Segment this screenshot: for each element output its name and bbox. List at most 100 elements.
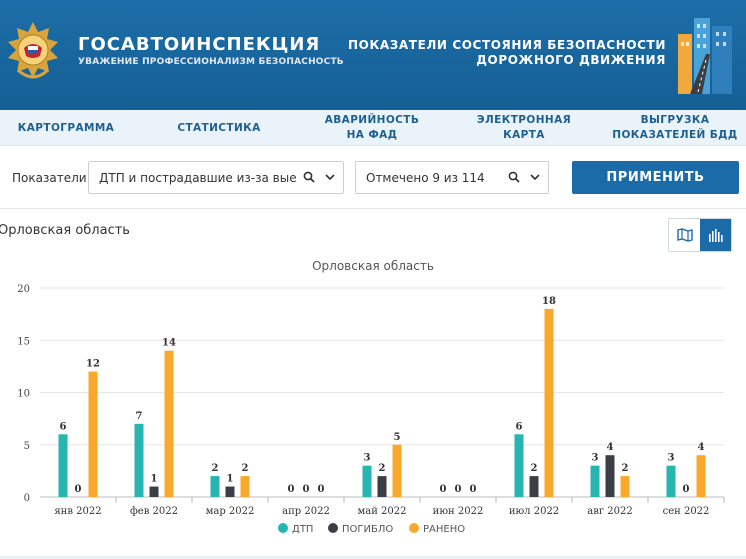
map-icon	[676, 228, 693, 242]
data-label: 1	[151, 474, 158, 485]
x-tick-label: июл 2022	[509, 506, 559, 517]
legend-label: РАНЕНО	[423, 524, 465, 535]
x-tick-label: янв 2022	[54, 506, 101, 517]
data-label: 0	[303, 484, 310, 495]
header-right-title: ПОКАЗАТЕЛИ СОСТОЯНИЯ БЕЗОПАСНОСТИ ДОРОЖН…	[348, 38, 666, 68]
bar-0	[58, 434, 68, 497]
legend-marker	[328, 523, 338, 533]
data-label: 1	[227, 474, 234, 485]
data-label: 0	[288, 484, 295, 495]
nav-electronic-map[interactable]: ЭЛЕКТРОННАЯ КАРТА	[456, 110, 592, 146]
x-tick-label: фев 2022	[130, 506, 178, 517]
marked-select[interactable]: Отмечено 9 из 114	[355, 161, 549, 194]
x-tick-label: апр 2022	[282, 506, 330, 517]
x-tick-label: мар 2022	[206, 506, 255, 517]
bar-1	[377, 476, 387, 497]
data-label: 0	[440, 484, 447, 495]
bar-2	[696, 455, 706, 497]
bar-2	[164, 350, 174, 497]
data-label: 4	[698, 442, 705, 453]
bar-0	[590, 465, 600, 497]
bar-1	[225, 486, 235, 497]
header-right-line-2: ДОРОЖНОГО ДВИЖЕНИЯ	[476, 53, 666, 67]
chart-view-button[interactable]	[700, 219, 731, 251]
data-label: 0	[683, 484, 690, 495]
data-label: 0	[455, 484, 462, 495]
apply-button[interactable]: ПРИМЕНИТЬ	[572, 161, 739, 194]
header: ГОСАВТОИНСПЕКЦИЯ УВАЖЕНИЕ ПРОФЕССИОНАЛИЗ…	[0, 0, 746, 110]
chart-title: Орловская область	[312, 259, 434, 273]
bar-2	[88, 371, 98, 497]
nav-avariynost-line-1: АВАРИЙНОСТЬ	[324, 114, 420, 126]
legend-marker	[278, 523, 288, 533]
x-tick-label: авг 2022	[587, 506, 632, 517]
map-view-button[interactable]	[669, 219, 700, 251]
chevron-down-icon	[530, 174, 540, 181]
nav-electronic-map-line-1: ЭЛЕКТРОННАЯ	[476, 114, 572, 126]
y-tick-label: 15	[17, 336, 30, 347]
nav-export-line-1: ВЫГРУЗКА	[640, 114, 710, 126]
indicator-select[interactable]: ДТП и пострадавшие из-за выезд...	[88, 161, 344, 194]
nav-kartogramma-label: КАРТОГРАММА	[17, 121, 115, 134]
bar-0	[210, 476, 220, 497]
header-right-line-1: ПОКАЗАТЕЛИ СОСТОЯНИЯ БЕЗОПАСНОСТИ	[348, 38, 666, 52]
nav-export[interactable]: ВЫГРУЗКА ПОКАЗАТЕЛЕЙ БДД	[604, 110, 746, 146]
marked-select-value: Отмечено 9 из 114	[366, 171, 485, 185]
bar-2	[620, 476, 630, 497]
y-tick-label: 20	[17, 284, 30, 295]
legend-label: ПОГИБЛО	[342, 524, 393, 535]
x-tick-label: сен 2022	[663, 506, 710, 517]
chevron-down-icon	[325, 174, 335, 181]
data-label: 6	[60, 421, 67, 432]
data-label: 4	[607, 442, 614, 453]
indicators-label: Показатели	[12, 171, 87, 185]
legend-marker	[409, 523, 419, 533]
bar-0	[666, 465, 676, 497]
y-tick-label: 5	[24, 441, 30, 452]
x-tick-label: май 2022	[357, 506, 406, 517]
data-label: 6	[516, 421, 523, 432]
filter-bar: Показатели ДТП и пострадавшие из-за выез…	[0, 147, 746, 209]
nav-kartogramma[interactable]: КАРТОГРАММА	[0, 110, 132, 146]
data-label: 0	[75, 484, 82, 495]
nav-export-line-2: ПОКАЗАТЕЛЕЙ БДД	[612, 129, 738, 141]
bar-0	[514, 434, 524, 497]
buildings-icon	[678, 18, 732, 94]
legend-label: ДТП	[292, 524, 313, 535]
data-label: 3	[668, 453, 675, 464]
bar-chart-icon	[708, 229, 723, 242]
nav-statistika[interactable]: СТАТИСТИКА	[150, 110, 288, 146]
x-tick-label: июн 2022	[433, 506, 484, 517]
gibdd-emblem-icon	[8, 22, 58, 79]
brand-title: ГОСАВТОИНСПЕКЦИЯ	[78, 34, 321, 55]
data-label: 5	[394, 432, 401, 443]
search-icon	[508, 171, 520, 183]
main-nav: КАРТОГРАММА СТАТИСТИКА АВАРИЙНОСТЬ НА ФА…	[0, 110, 746, 146]
brand-subtitle: УВАЖЕНИЕ ПРОФЕССИОНАЛИЗМ БЕЗОПАСНОСТЬ	[78, 57, 344, 67]
data-label: 14	[162, 338, 176, 349]
bottom-divider	[0, 556, 746, 559]
bar-0	[362, 465, 372, 497]
data-label: 7	[136, 411, 143, 422]
indicator-select-value: ДТП и пострадавшие из-за выезд...	[99, 171, 297, 185]
region-label: Орловская область	[0, 223, 130, 238]
bar-2	[240, 476, 250, 497]
y-tick-label: 0	[24, 493, 30, 504]
bar-0	[134, 423, 144, 497]
data-label: 2	[212, 463, 219, 474]
bar-2	[544, 308, 554, 497]
bar-2	[392, 444, 402, 497]
bar-1	[529, 476, 539, 497]
nav-avariynost-line-2: НА ФАД	[346, 129, 398, 141]
view-toggle	[668, 218, 732, 252]
data-label: 2	[531, 463, 538, 474]
nav-electronic-map-line-2: КАРТА	[503, 129, 545, 141]
nav-avariynost-fad[interactable]: АВАРИЙНОСТЬ НА ФАД	[302, 110, 442, 146]
data-label: 0	[470, 484, 477, 495]
search-icon	[303, 171, 315, 183]
data-label: 12	[86, 359, 100, 370]
data-label: 2	[622, 463, 629, 474]
bar-1	[605, 455, 615, 497]
